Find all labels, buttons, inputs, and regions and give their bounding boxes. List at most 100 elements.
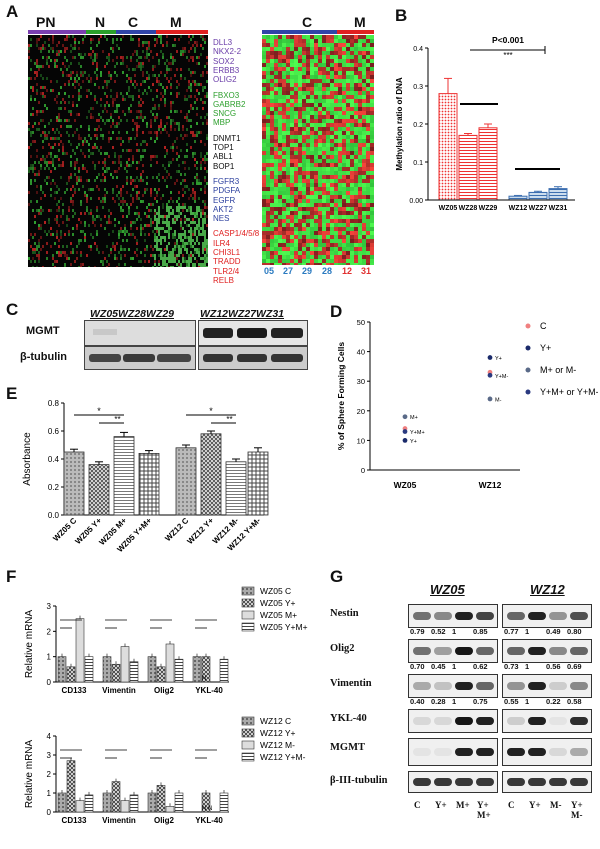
legend-label: Y+M+ or Y+M- xyxy=(540,387,598,397)
blot-band xyxy=(413,748,431,756)
bar xyxy=(174,658,184,683)
blot-band xyxy=(455,778,473,786)
significance-stars: ** xyxy=(226,415,232,424)
blot-g-panel xyxy=(502,738,592,766)
blot-band xyxy=(549,682,567,690)
bar xyxy=(57,656,67,683)
not-detected-label: N N xyxy=(202,806,212,812)
blot-band xyxy=(507,778,525,786)
blot-band xyxy=(476,612,494,620)
sample-label: 05 xyxy=(264,266,275,276)
legend-label: WZ12 Y+M- xyxy=(260,752,306,762)
gene-label: RELB xyxy=(213,275,234,285)
blot-g-row-label: Vimentin xyxy=(330,678,372,689)
blot-band xyxy=(455,717,473,725)
bar xyxy=(508,195,528,201)
blot-g-row-label: Olig2 xyxy=(330,643,355,654)
bar xyxy=(458,134,478,201)
significance-stars: * xyxy=(97,406,101,416)
y-tick-label: 0 xyxy=(47,678,52,687)
bar xyxy=(113,436,135,516)
x-tick-label: WZ29 xyxy=(479,205,498,212)
bar xyxy=(528,191,548,201)
gene-label: AKT2 xyxy=(213,204,234,214)
gene-label: ABL1 xyxy=(213,152,233,162)
y-tick-label: 0.6 xyxy=(48,427,60,436)
blot-band xyxy=(434,778,452,786)
blot-band xyxy=(434,682,452,690)
legend-label: M+ or M- xyxy=(540,365,576,375)
y-axis-title: Absorbance xyxy=(22,432,33,486)
blot-g-header-right: WZ12 xyxy=(530,582,565,597)
blot-g-quant: 0.62 xyxy=(473,662,488,671)
blot-band xyxy=(434,717,452,725)
y-tick-label: 30 xyxy=(357,377,365,386)
blot-g-header-left: WZ05 xyxy=(430,582,465,597)
bar xyxy=(156,785,166,813)
x-tick-label: Vimentin xyxy=(102,686,136,695)
blot-band xyxy=(528,647,546,655)
x-tick-label: WZ28 xyxy=(459,205,478,212)
blot-band xyxy=(455,748,473,756)
blot-g-quant: 0.45 xyxy=(431,662,446,671)
blot-g-panel xyxy=(408,738,498,766)
significance-stars: * xyxy=(209,406,213,416)
bar xyxy=(219,792,229,813)
blot-g-panel xyxy=(502,604,592,628)
y-tick-label: 20 xyxy=(357,407,365,416)
gene-label: MBP xyxy=(213,118,231,128)
bar xyxy=(138,453,160,516)
blot-band xyxy=(549,717,567,725)
blot-g-lane-label: M+ xyxy=(456,800,470,810)
y-tick-label: 0.4 xyxy=(413,46,423,53)
legend-swatch xyxy=(241,716,255,726)
significance-stars: ** xyxy=(114,415,120,424)
blot-band xyxy=(476,717,494,725)
blot-g-lane-label: Y+ xyxy=(529,800,541,810)
heatmap-left-groupbar xyxy=(28,30,208,34)
legend-label: C xyxy=(540,321,547,331)
bar xyxy=(548,188,568,201)
gene-label: OLIG2 xyxy=(213,75,237,85)
y-tick-label: 0.00 xyxy=(409,198,423,205)
panel-label-e: E xyxy=(6,384,18,403)
blot-g-lane-label: C xyxy=(414,800,421,810)
gene-label: GABRB2 xyxy=(213,99,246,109)
gene-label: SOX2 xyxy=(213,56,235,66)
blot-g-lane-label: Y+ M- xyxy=(571,800,583,820)
data-point xyxy=(487,355,493,360)
blot-band xyxy=(528,717,546,725)
blot-g-panel xyxy=(408,604,498,628)
x-tick-label: WZ27 xyxy=(529,205,548,212)
blot-band xyxy=(413,682,431,690)
gene-label: DNMT1 xyxy=(213,133,241,143)
legend-label: WZ12 C xyxy=(260,716,291,726)
blot-g-quant: 0.77 xyxy=(504,627,519,636)
blot-c-row-mgmt: MGMT xyxy=(26,325,60,337)
blot-band xyxy=(570,612,588,620)
bar xyxy=(111,663,121,683)
blot-c-panel xyxy=(198,346,308,370)
bar xyxy=(102,792,112,813)
gene-label: PDGFA xyxy=(213,186,241,196)
blot-band xyxy=(528,682,546,690)
gene-label: CHI3L1 xyxy=(213,248,241,257)
blot-g-quant: 0.55 xyxy=(504,697,519,706)
blot-g-quant: 0.80 xyxy=(567,627,582,636)
blot-g-panel xyxy=(502,771,592,793)
gene-label: TOP1 xyxy=(213,143,234,152)
legend-swatch xyxy=(241,598,255,608)
blot-g-quant: 0.28 xyxy=(431,697,446,706)
legend-label: WZ12 Y+ xyxy=(260,728,296,738)
blot-g-panel xyxy=(408,771,498,793)
blot-g-quant: 0.73 xyxy=(504,662,519,671)
legend-label: Y+ xyxy=(540,343,551,353)
y-axis-title: Methylation ratio of DNA xyxy=(395,77,404,171)
blot-band xyxy=(507,748,525,756)
blot-g-quant: 0.40 xyxy=(410,697,425,706)
blot-g-lane-label: Y+ M+ xyxy=(477,800,491,820)
y-tick-label: 40 xyxy=(357,348,365,357)
legend-label: WZ05 M+ xyxy=(260,610,297,620)
blot-g-panel xyxy=(408,709,498,733)
